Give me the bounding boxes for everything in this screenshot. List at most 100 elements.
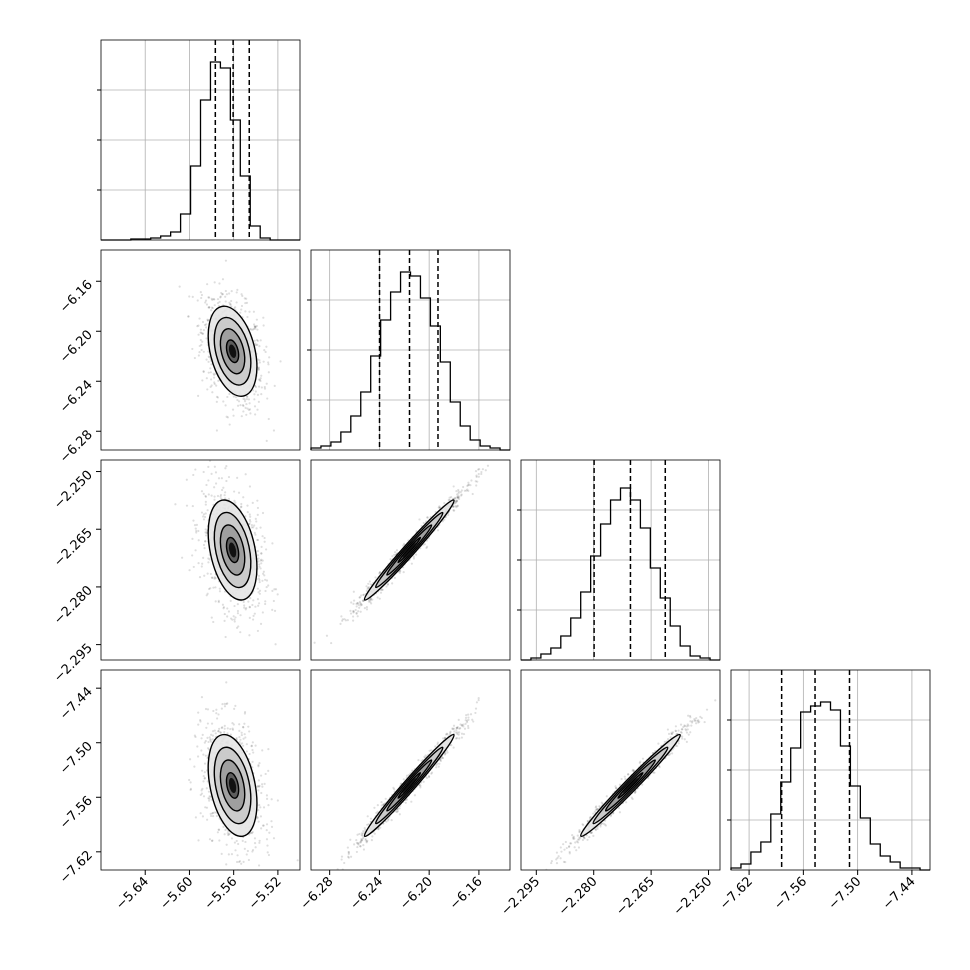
scatter-point: [436, 743, 439, 746]
scatter-point: [426, 516, 429, 519]
scatter-point: [226, 727, 229, 730]
scatter-point: [685, 731, 689, 734]
contour-line: [386, 524, 433, 576]
scatter-point: [220, 497, 223, 500]
scatter-point: [270, 798, 273, 801]
scatter-point: [250, 744, 253, 747]
scatter-point: [200, 565, 203, 568]
scatter-point: [586, 819, 589, 823]
scatter-point: [237, 400, 241, 403]
scatter-point: [344, 619, 347, 622]
scatter-point: [457, 497, 461, 501]
scatter-point: [242, 725, 245, 729]
scatter-point: [454, 500, 457, 503]
scatter-point: [219, 731, 222, 734]
scatter-point: [237, 625, 240, 628]
scatter-point: [652, 771, 655, 774]
scatter-point: [693, 717, 696, 721]
scatter-point: [212, 372, 215, 375]
scatter-point: [250, 526, 253, 529]
scatter-point: [223, 705, 227, 708]
scatter-point: [247, 725, 250, 728]
scatter-point: [256, 339, 259, 342]
scatter-point: [460, 489, 463, 492]
scatter-point: [457, 494, 460, 497]
scatter-point: [215, 384, 218, 387]
contour-line: [225, 772, 240, 799]
scatter-point: [365, 585, 368, 588]
scatter-point: [391, 555, 394, 558]
scatter-point: [244, 406, 247, 409]
scatter-point: [454, 504, 457, 508]
scatter-point: [220, 477, 223, 480]
scatter-point: [267, 804, 270, 807]
scatter-point: [618, 783, 621, 786]
scatter-point: [185, 478, 188, 481]
scatter-point: [246, 511, 249, 514]
scatter-point: [259, 379, 262, 383]
scatter-point: [258, 578, 261, 582]
scatter-point: [220, 726, 223, 730]
scatter-point: [353, 843, 356, 846]
scatter-point: [370, 839, 374, 842]
scatter-point: [251, 748, 254, 752]
scatter-point: [357, 843, 360, 846]
scatter-point: [200, 511, 204, 514]
scatter-point: [358, 596, 362, 599]
scatter-point: [223, 833, 226, 836]
scatter-point: [366, 823, 369, 826]
scatter-point: [381, 588, 384, 591]
scatter-point: [396, 809, 399, 813]
scatter-point: [202, 556, 205, 559]
scatter-point: [244, 515, 247, 518]
scatter-point: [206, 509, 209, 512]
scatter-point: [413, 794, 417, 797]
scatter-point: [218, 590, 222, 593]
scatter-point: [239, 614, 242, 617]
contour-line: [363, 499, 455, 601]
scatter-point: [462, 485, 465, 489]
scatter-point: [453, 730, 456, 733]
scatter-point: [253, 837, 257, 840]
scatter-point: [452, 485, 455, 488]
panel-frame: [100, 669, 301, 871]
scatter-point: [252, 751, 255, 754]
scatter-point: [274, 588, 278, 591]
scatter-point: [423, 543, 426, 546]
scatter-point: [265, 585, 268, 589]
scatter-point: [442, 737, 445, 740]
scatter-point: [205, 326, 208, 329]
scatter-point: [375, 811, 378, 815]
scatter-point: [249, 597, 252, 600]
scatter-point: [265, 579, 269, 582]
scatter-point: [356, 602, 359, 605]
scatter-point: [444, 733, 448, 736]
scatter-point: [243, 733, 246, 736]
scatter-point: [415, 530, 418, 533]
scatter-point: [264, 589, 267, 593]
scatter-point: [474, 480, 477, 483]
scatter-point: [259, 339, 262, 342]
scatter-point: [248, 402, 251, 405]
scatter-point: [470, 479, 473, 482]
scatter-point: [258, 589, 262, 592]
density-peak: [228, 542, 237, 558]
scatter-point: [681, 737, 684, 740]
scatter-point: [259, 559, 262, 562]
scatter-point: [373, 806, 376, 809]
panel-frame: [310, 669, 511, 871]
scatter-point: [228, 832, 231, 835]
scatter-point: [257, 602, 261, 605]
scatter-point: [225, 479, 228, 483]
scatter-point: [248, 606, 251, 609]
scatter-point: [263, 387, 267, 390]
scatter-point: [261, 611, 264, 614]
scatter-point: [358, 596, 361, 599]
scatter-point: [252, 310, 256, 313]
scatter-point: [359, 603, 363, 606]
scatter-point: [714, 699, 717, 702]
scatter-point: [226, 732, 229, 735]
scatter-point: [253, 393, 256, 396]
scatter-point: [242, 410, 245, 413]
scatter-point: [687, 714, 690, 717]
